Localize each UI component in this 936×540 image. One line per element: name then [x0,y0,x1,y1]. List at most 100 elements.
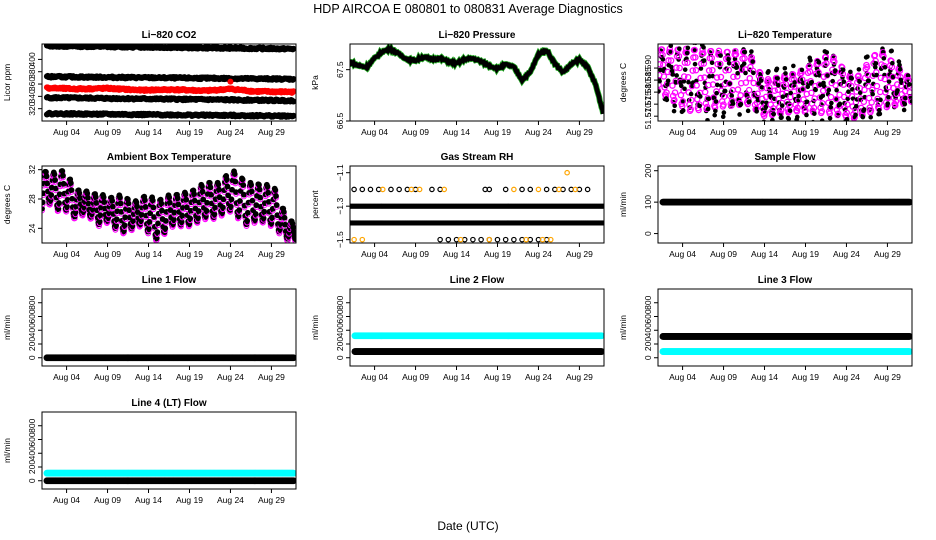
data-point [680,99,685,104]
data-point [191,197,198,204]
x-tick-label: Aug 09 [94,127,121,137]
data-point [819,118,825,121]
data-point [281,214,288,221]
series-standard-3 [43,93,296,105]
data-point [827,115,833,121]
data-point [824,50,830,55]
data-point [233,189,239,195]
data-point [273,193,279,199]
data-point [42,207,45,214]
y-axis-label: ml/min [2,315,12,340]
data-point [751,70,756,76]
data-point [783,77,789,82]
data-point [906,198,912,206]
data-point [890,60,895,66]
x-tick-label: Aug 04 [669,249,696,259]
data-point [359,236,366,243]
data-point [831,58,838,65]
data-point [239,176,246,183]
plot-area [659,198,912,206]
data-point [860,114,866,120]
data-point [134,203,140,210]
data-point [715,47,723,55]
data-point [130,217,137,224]
data-point [865,54,870,59]
data-point [713,99,719,104]
data-point [726,60,732,66]
data-point [693,82,700,89]
data-point [67,180,74,186]
data-point [873,82,881,90]
data-point [717,60,724,68]
data-point [244,217,251,224]
data-point [261,208,268,215]
data-point [138,211,145,218]
x-tick-label: Aug 29 [566,249,593,259]
panel-title: Li−820 Temperature [738,30,832,41]
data-point [855,72,862,79]
data-point [881,56,887,61]
data-point [199,188,206,195]
series-level-1-5 [437,236,550,243]
plot-frame [41,43,297,122]
data-point [660,57,666,62]
data-point [121,222,128,229]
panel-title: Gas Stream RH [441,152,514,163]
data-point [658,78,662,84]
x-tick-label: Aug 29 [258,249,285,259]
data-point [844,116,850,121]
data-point [674,73,679,78]
data-point [85,200,92,207]
data-point [905,73,911,78]
data-point [873,61,879,66]
y-tick-label: 380 [27,64,37,78]
y-axis-label: Licor ppm [2,64,12,101]
data-point [206,180,213,186]
data-point [834,87,839,93]
plot-frame [41,165,297,244]
data-point [705,106,711,112]
data-point [806,68,814,75]
x-tick-label: Aug 14 [135,249,162,259]
x-tick-label: Aug 24 [833,249,860,259]
data-point [709,39,714,44]
data-point [713,74,721,81]
data-point [146,219,153,225]
y-tick-label: −1.5 [335,231,345,248]
data-point [717,73,725,81]
plot-area [350,169,604,243]
data-point [754,109,759,114]
data-point [809,79,815,85]
data-point [142,204,149,210]
data-point [835,110,842,117]
series-level-1-2-orange- [379,186,579,193]
data-point [204,199,211,206]
data-point [819,100,826,107]
data-point [118,208,125,215]
data-point [754,90,761,97]
data-point [771,87,778,94]
data-point [901,107,907,113]
x-axis-label: Date (UTC) [437,519,498,533]
data-point [750,59,756,64]
data-point [782,65,788,71]
y-tick-label: 400 [27,52,37,66]
data-point [741,55,748,62]
x-tick-label: Aug 24 [525,127,552,137]
data-point [721,110,727,115]
series-level-1-5-orange- [351,236,554,243]
data-point [775,82,781,88]
y-tick-label: 0 [643,231,653,236]
panel-title: Li−820 CO2 [142,30,197,41]
data-point [849,76,854,81]
x-tick-label: Aug 14 [135,372,162,382]
data-point [122,214,129,221]
data-point [236,207,243,214]
data-point [766,84,773,91]
data-point [788,90,794,96]
data-point [894,81,901,88]
series-outlier [564,169,570,176]
data-point [290,98,296,105]
